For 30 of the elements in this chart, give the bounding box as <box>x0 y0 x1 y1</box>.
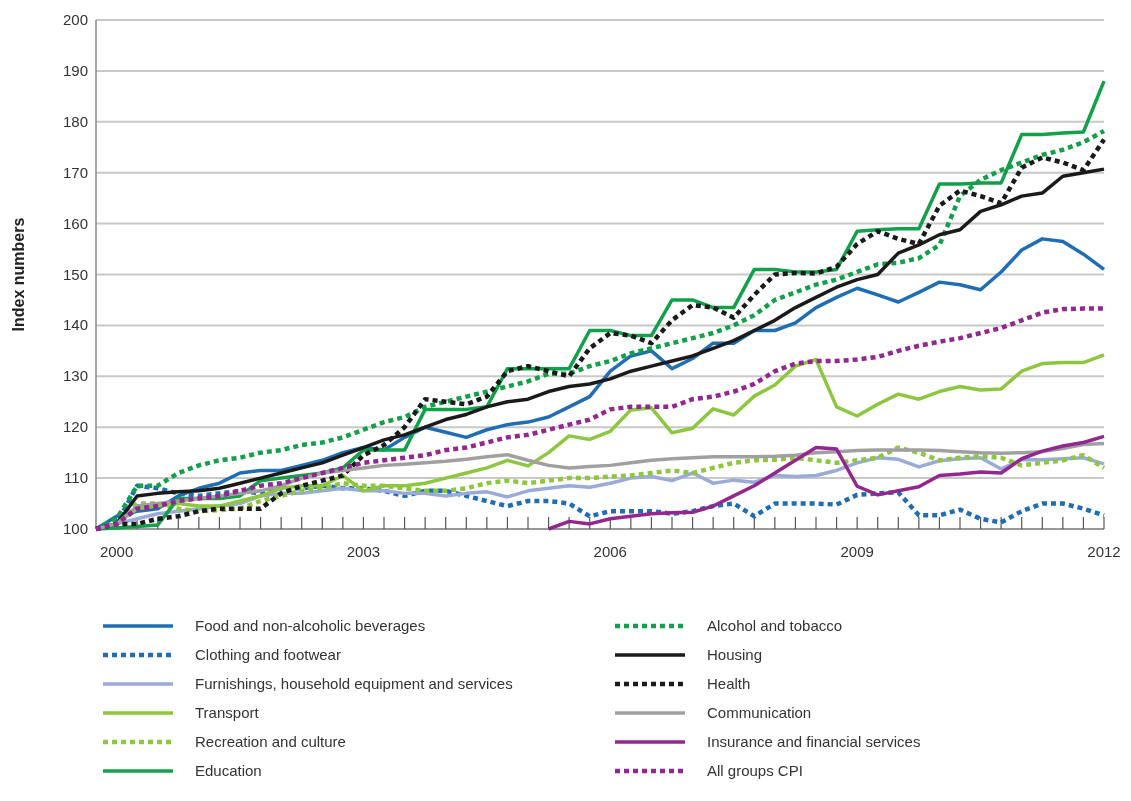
x-tick-label: 2012 <box>1087 543 1121 560</box>
y-tick-label: 120 <box>62 418 88 436</box>
x-tick-label: 2000 <box>99 543 134 560</box>
legend-label: Alcohol and tobacco <box>707 617 843 634</box>
legend-label: Housing <box>707 646 763 663</box>
y-tick-label: 110 <box>64 469 88 487</box>
line-series <box>546 434 1106 531</box>
y-tick-label: 140 <box>62 316 88 334</box>
legend-label: Health <box>707 675 751 692</box>
y-tick-label: 200 <box>62 11 88 28</box>
x-tick-label: 2003 <box>346 543 381 560</box>
y-tick-label: 130 <box>62 367 88 385</box>
x-tick-label: 2006 <box>593 543 627 560</box>
legend-label: Transport <box>195 704 260 721</box>
y-tick-label: 170 <box>62 163 88 181</box>
legend-label: Food and non-alcoholic beverages <box>195 617 426 634</box>
y-tick-label: 100 <box>62 520 88 537</box>
legend-label: All groups CPI <box>707 762 803 779</box>
legend-label: Communication <box>707 704 812 721</box>
y-tick-label: 150 <box>62 265 88 283</box>
y-tick-label: 190 <box>62 61 88 79</box>
legend-label: Furnishings, household equipment and services <box>195 675 513 692</box>
legend-label: Insurance and financial services <box>707 733 921 750</box>
x-tick-label: 2009 <box>840 543 874 560</box>
y-axis-title: Index numbers <box>10 217 27 332</box>
y-tick-label: 180 <box>62 112 88 130</box>
y-tick-label: 160 <box>62 214 88 232</box>
legend-label: Education <box>195 762 262 779</box>
legend-label: Clothing and footwear <box>195 646 341 663</box>
legend-label: Recreation and culture <box>195 733 346 750</box>
